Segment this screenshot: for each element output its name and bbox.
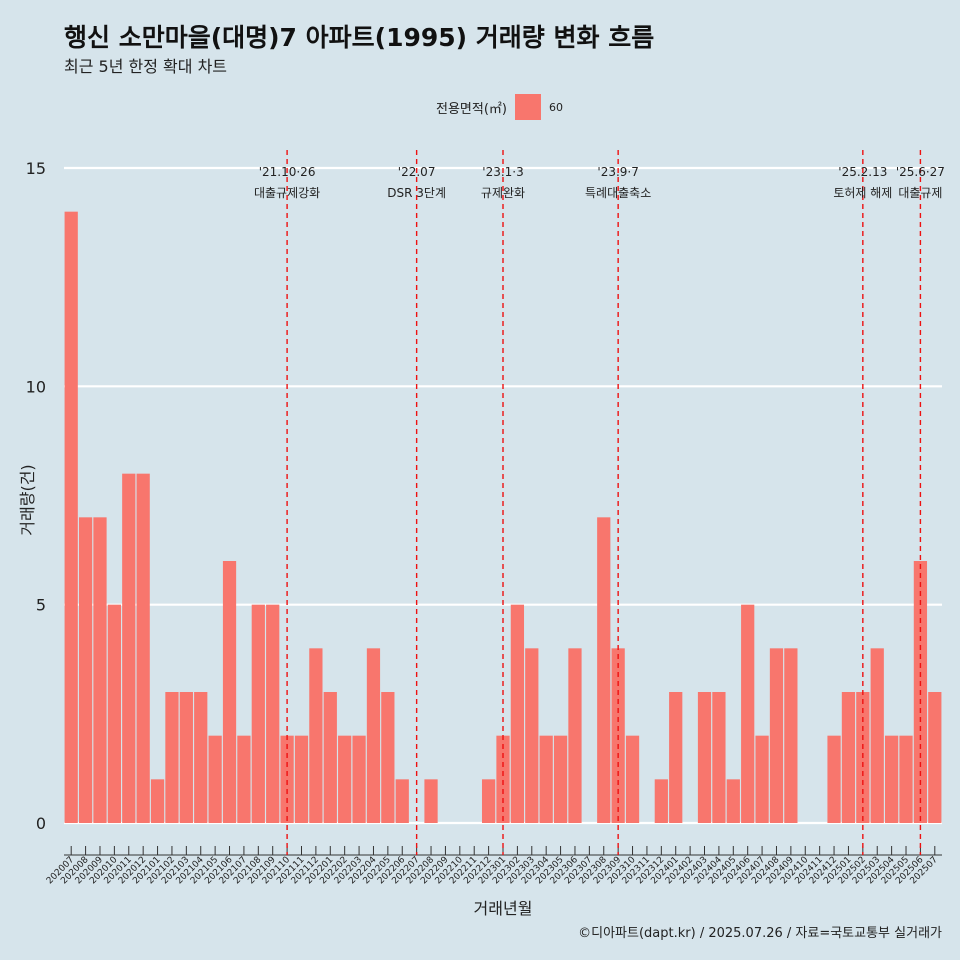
bar — [251, 604, 265, 823]
bar — [237, 735, 251, 823]
bar — [222, 561, 237, 823]
bar — [136, 473, 150, 823]
y-tick-label: 5 — [36, 596, 46, 615]
bar — [712, 692, 726, 823]
y-tick-label: 0 — [36, 814, 46, 833]
annotation-date: '23.9·7 — [597, 165, 638, 179]
bar — [64, 211, 78, 823]
annotation-label: 특례대출축소 — [585, 186, 651, 200]
legend-title: 전용면적(㎡) — [436, 101, 507, 117]
bar — [827, 735, 841, 823]
bar — [208, 735, 222, 823]
y-tick-label: 10 — [26, 377, 46, 396]
bar — [78, 517, 93, 823]
bar — [539, 735, 553, 823]
bar — [179, 692, 193, 823]
legend: 전용면적(㎡) 60 — [436, 94, 563, 120]
annotation-date: '25.2.13 — [838, 165, 887, 179]
annotation-date: '25.6·27 — [896, 165, 945, 179]
bar — [654, 779, 668, 823]
bar — [93, 517, 107, 823]
bar — [165, 692, 179, 823]
bar — [568, 648, 582, 823]
source-caption: ©디아파트(dapt.kr) / 2025.07.26 / 자료=국토교통부 실… — [578, 926, 942, 941]
x-axis-title: 거래년월 — [474, 899, 533, 918]
y-axis-title: 거래량(건) — [18, 464, 37, 535]
bar — [496, 735, 510, 823]
bar — [510, 604, 525, 823]
bar — [525, 648, 539, 823]
bar — [107, 604, 121, 823]
bar — [625, 735, 640, 823]
annotation-label: DSR 3단계 — [387, 186, 446, 200]
bar — [194, 692, 208, 823]
bar — [841, 692, 856, 823]
bar — [755, 735, 769, 823]
bar — [669, 692, 683, 823]
y-tick-label: 15 — [26, 159, 46, 178]
bar — [323, 692, 337, 823]
bar — [784, 648, 798, 823]
annotation-date: '21.10·26 — [259, 165, 316, 179]
bar — [294, 735, 309, 823]
annotation-label: 규제완화 — [481, 186, 525, 200]
bar — [122, 473, 136, 823]
bar — [395, 779, 409, 823]
annotation-date: '23.1·3 — [482, 165, 523, 179]
bar — [352, 735, 366, 823]
bar — [769, 648, 784, 823]
bar — [266, 604, 280, 823]
bar — [870, 648, 884, 823]
annotation-label: 대출규제 — [898, 186, 942, 200]
bar — [726, 779, 740, 823]
chart-title: 행신 소만마을(대명)7 아파트(1995) 거래량 변화 흐름 — [64, 23, 655, 52]
bar — [381, 692, 395, 823]
annotation-label: 대출규제강화 — [254, 186, 320, 200]
bar — [481, 779, 496, 823]
bar — [697, 692, 712, 823]
legend-swatch — [514, 94, 541, 120]
annotation-label: 토허제 해제 — [833, 186, 892, 200]
chart-subtitle: 최근 5년 한정 확대 차트 — [64, 57, 228, 76]
bar — [424, 779, 438, 823]
bar — [338, 735, 352, 823]
bar — [309, 648, 323, 823]
bar — [597, 517, 611, 823]
bar — [366, 648, 381, 823]
bar — [885, 735, 899, 823]
bar — [150, 779, 165, 823]
legend-item-label: 60 — [548, 100, 563, 114]
annotation-date: '22.07 — [398, 165, 436, 179]
bar — [928, 692, 942, 823]
bar — [553, 735, 568, 823]
bar — [899, 735, 913, 823]
bar — [280, 735, 294, 823]
bar — [741, 604, 755, 823]
